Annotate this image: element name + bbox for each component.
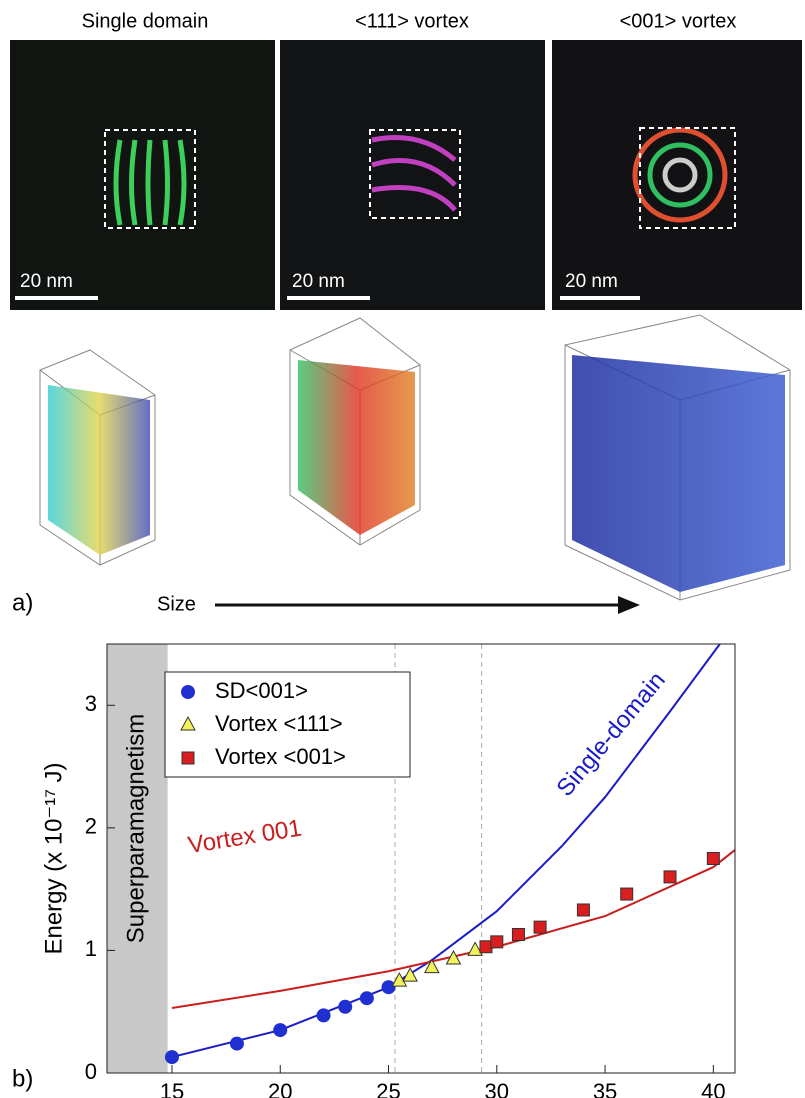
x-tick-label: 15 <box>160 1079 184 1098</box>
hologram-image <box>280 40 545 310</box>
panel-title: Single domain <box>82 10 209 32</box>
point <box>273 1023 287 1037</box>
panel-title: <111> vortex <box>355 10 469 32</box>
point <box>480 941 492 953</box>
chart: Superparamagnetism1520253035400123Size (… <box>40 644 735 1098</box>
point <box>664 871 676 883</box>
x-tick-label: 35 <box>593 1079 617 1098</box>
x-tick-label: 20 <box>268 1079 292 1098</box>
x-tick-label: 25 <box>376 1079 400 1098</box>
spin-render <box>298 360 415 535</box>
panel-title: <001> vortex <box>620 10 737 32</box>
y-tick-label: 3 <box>85 691 97 716</box>
arrow-head <box>618 596 640 614</box>
y-tick-label: 0 <box>85 1059 97 1084</box>
region-label: Superparamagnetism <box>123 714 150 943</box>
point <box>707 853 719 865</box>
scale-label: 20 nm <box>20 271 73 292</box>
point <box>230 1037 244 1051</box>
point <box>577 904 589 916</box>
legend-label: Vortex <111> <box>215 711 343 736</box>
point <box>338 1000 352 1014</box>
y-axis-label: Energy (x 10⁻¹⁷ J) <box>40 762 67 954</box>
point <box>382 980 396 994</box>
legend-marker <box>181 685 195 699</box>
point <box>165 1050 179 1064</box>
legend-marker <box>182 752 194 764</box>
spin-render <box>48 385 150 555</box>
arrow-label: Size <box>157 593 196 615</box>
y-tick-label: 2 <box>85 814 97 839</box>
panel-label: a) <box>12 589 33 616</box>
figure: Single domain <111> vortex <001> vortex … <box>0 0 805 1098</box>
point <box>491 936 503 948</box>
hologram-image <box>552 40 802 310</box>
panel-label: b) <box>12 1065 33 1092</box>
curve <box>172 850 735 1008</box>
legend-label: Vortex <001> <box>215 744 346 769</box>
x-tick-label: 40 <box>701 1079 725 1098</box>
curve-label: Vortex 001 <box>186 815 304 860</box>
point <box>621 888 633 900</box>
point <box>425 960 439 973</box>
point <box>512 928 524 940</box>
point <box>534 921 546 933</box>
y-tick-label: 1 <box>85 936 97 961</box>
point <box>360 991 374 1005</box>
scale-label: 20 nm <box>565 271 618 292</box>
x-tick-label: 30 <box>485 1079 509 1098</box>
hologram-image <box>10 40 275 310</box>
point <box>317 1008 331 1022</box>
legend-label: SD<001> <box>215 678 308 703</box>
spin-render <box>572 355 785 592</box>
scale-label: 20 nm <box>292 271 345 292</box>
